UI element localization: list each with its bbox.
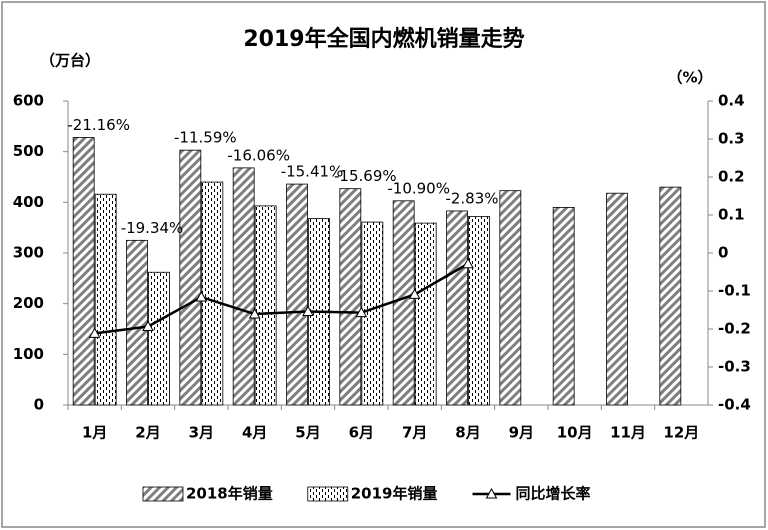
x-tick-label: 10月	[557, 424, 593, 442]
y-tick-label: 600	[13, 92, 44, 110]
y-tick-label: 200	[13, 294, 44, 312]
bar	[606, 192, 628, 406]
bar	[659, 186, 682, 406]
bar	[499, 190, 522, 406]
x-tick-label: 7月	[402, 424, 427, 442]
y-tick-label: 400	[13, 193, 44, 211]
x-tick-label: 5月	[295, 424, 320, 442]
y-tick-label: 300	[13, 244, 44, 262]
bar	[339, 188, 362, 406]
bar	[446, 210, 468, 406]
data-label: -15.69%	[334, 167, 397, 185]
y2-axis-label: （%）	[667, 69, 712, 87]
legend-swatch	[142, 486, 184, 502]
bar	[179, 149, 202, 406]
y-tick-label: 500	[13, 142, 44, 160]
bar	[468, 216, 490, 406]
data-label: -16.06%	[227, 146, 290, 164]
marker	[462, 257, 474, 269]
bar	[414, 222, 437, 406]
marker	[355, 306, 368, 318]
x-tick-label: 6月	[349, 424, 374, 442]
y2-tick-label: -0.4	[718, 396, 751, 414]
bar	[126, 239, 148, 406]
data-label: -11.59%	[174, 129, 237, 147]
marker	[302, 305, 314, 317]
bar	[201, 181, 224, 406]
legend-label: 同比增长率	[516, 485, 591, 503]
x-tick-label: 12月	[663, 424, 699, 442]
bar	[232, 167, 255, 406]
data-label: -2.83%	[445, 189, 498, 207]
x-tick-label: 4月	[242, 424, 267, 442]
y2-tick-label: -0.1	[718, 282, 751, 300]
y2-tick-label: -0.3	[718, 358, 751, 376]
legend-label: 2019年销量	[351, 485, 438, 503]
bar	[148, 271, 170, 406]
x-tick-label: 9月	[509, 424, 534, 442]
bar	[392, 200, 415, 406]
data-label: -21.16%	[67, 116, 130, 134]
bar	[72, 137, 95, 406]
bar	[286, 183, 308, 406]
marker	[248, 307, 261, 319]
chart-title: 2019年全国内燃机销量走势	[243, 26, 524, 52]
y2-tick-label: 0.4	[718, 92, 745, 110]
marker	[195, 291, 208, 302]
y2-tick-label: 0	[718, 244, 728, 262]
line	[94, 262, 469, 335]
x-tick-label: 1月	[82, 424, 107, 442]
x-tick-label: 8月	[455, 424, 480, 442]
bar	[254, 205, 277, 406]
y2-tick-label: -0.2	[718, 320, 751, 338]
bar	[94, 193, 117, 406]
legend-marker	[485, 487, 498, 499]
y2-tick-label: 0.2	[718, 168, 745, 186]
marker	[88, 327, 101, 338]
y2-tick-label: 0.1	[718, 206, 745, 224]
y-tick-label: 100	[13, 345, 44, 363]
legend-label: 2018年销量	[186, 485, 273, 503]
data-label: -19.34%	[121, 219, 184, 237]
x-tick-label: 3月	[189, 424, 214, 442]
x-tick-label: 11月	[610, 424, 646, 442]
legend-swatch	[307, 486, 349, 502]
bar	[552, 206, 575, 406]
y-tick-label: 0	[34, 396, 44, 414]
x-tick-label: 2月	[135, 424, 160, 442]
marker	[408, 288, 421, 299]
y-axis-label: （万台）	[40, 52, 100, 70]
y2-tick-label: 0.3	[718, 130, 745, 148]
marker	[142, 320, 154, 331]
data-label: -15.41%	[281, 163, 344, 181]
data-label: -10.90%	[387, 179, 450, 197]
